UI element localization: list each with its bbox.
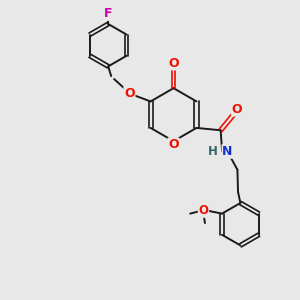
Text: N: N — [222, 145, 233, 158]
Text: O: O — [199, 204, 208, 217]
Text: O: O — [124, 87, 135, 100]
Text: O: O — [232, 103, 242, 116]
Text: F: F — [104, 7, 112, 20]
Text: O: O — [168, 138, 179, 151]
Text: H: H — [208, 145, 218, 158]
Text: O: O — [168, 57, 179, 70]
